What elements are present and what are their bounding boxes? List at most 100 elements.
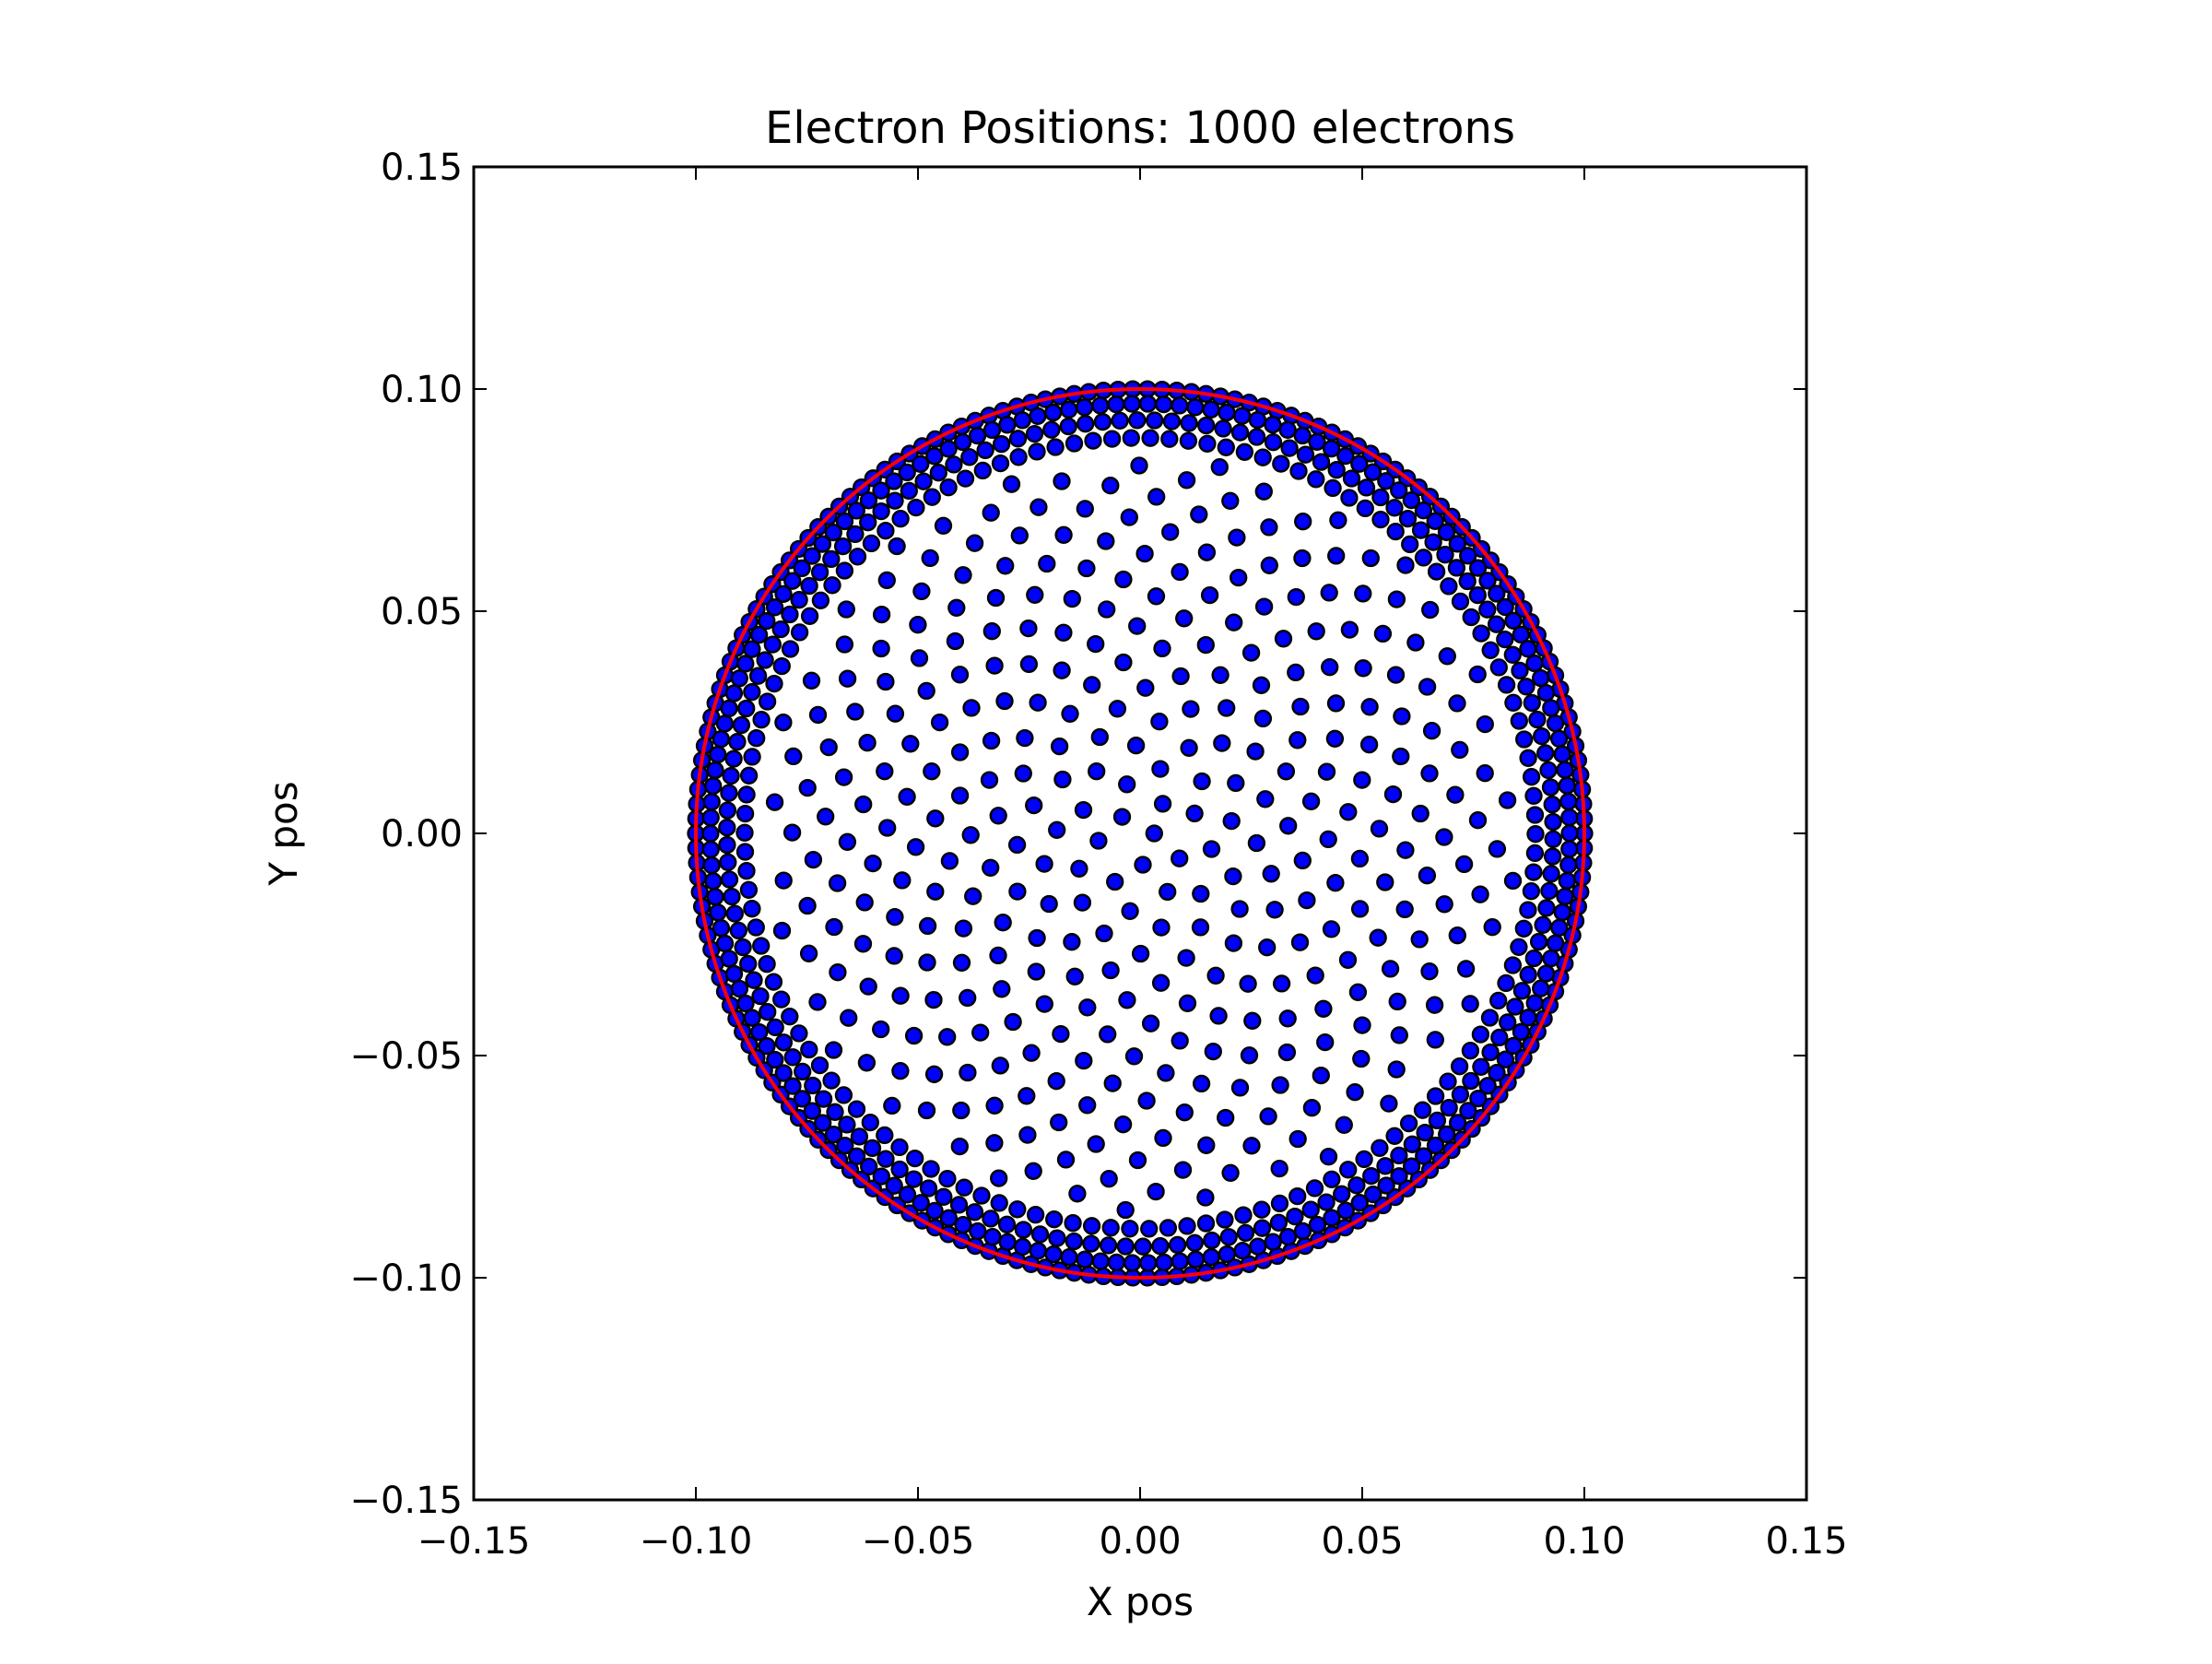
- electron-point: [990, 1169, 1008, 1187]
- electron-point: [1248, 410, 1267, 430]
- electron-point: [1151, 1237, 1170, 1256]
- electron-point: [891, 510, 910, 528]
- electron-point: [1446, 785, 1465, 804]
- electron-point: [1118, 775, 1136, 794]
- electron-point: [1448, 694, 1466, 713]
- electron-point: [824, 1126, 843, 1144]
- electron-point: [985, 1134, 1004, 1152]
- electron-point: [825, 917, 843, 937]
- electron-point: [890, 1160, 909, 1179]
- electron-point: [1312, 453, 1331, 471]
- electron-point: [1316, 1033, 1335, 1052]
- electron-point: [1320, 584, 1338, 602]
- electron-point: [1073, 893, 1092, 912]
- electron-point: [1063, 933, 1081, 951]
- electron-point: [772, 656, 791, 676]
- electron-point: [1339, 1161, 1358, 1179]
- electron-point: [846, 702, 865, 721]
- electron-point: [848, 548, 867, 566]
- electron-point: [1192, 884, 1210, 903]
- electron-point: [1038, 554, 1056, 573]
- electron-point: [793, 1090, 812, 1108]
- electron-point: [1514, 919, 1533, 938]
- electron-point: [1350, 900, 1370, 918]
- electron-point: [1478, 572, 1497, 590]
- electron-point: [1123, 395, 1141, 413]
- electron-point: [1157, 1064, 1175, 1082]
- electron-point: [917, 681, 935, 701]
- electron-point: [863, 1139, 882, 1158]
- electron-point: [1437, 523, 1456, 541]
- electron-point: [1046, 438, 1065, 456]
- electron-point: [886, 491, 904, 510]
- electron-point: [906, 838, 925, 856]
- electron-point: [1515, 730, 1534, 749]
- electron-point: [898, 787, 916, 806]
- electron-point: [1224, 934, 1243, 952]
- electron-point: [1461, 995, 1479, 1013]
- electron-point: [765, 674, 783, 693]
- electron-point: [750, 1022, 769, 1042]
- electron-point: [1118, 991, 1136, 1009]
- electron-point: [1087, 634, 1105, 654]
- electron-point: [1139, 1254, 1158, 1272]
- electron-point: [1052, 1024, 1070, 1044]
- electron-point: [925, 1201, 944, 1221]
- electron-point: [1224, 867, 1242, 886]
- electron-point: [1247, 833, 1266, 853]
- electron-point: [1416, 1123, 1434, 1142]
- electron-point: [701, 840, 720, 859]
- electron-point: [1556, 761, 1574, 779]
- electron-point: [922, 1160, 940, 1178]
- electron-point: [1171, 667, 1190, 686]
- electron-point: [1278, 420, 1297, 439]
- electron-point: [838, 1115, 856, 1134]
- electron-point: [835, 512, 854, 531]
- electron-point: [1225, 613, 1243, 631]
- electron-point: [1150, 713, 1169, 731]
- electron-point: [728, 733, 747, 751]
- electron-point: [982, 503, 1000, 522]
- electron-point: [1386, 666, 1406, 684]
- electron-point: [1426, 1031, 1444, 1049]
- electron-point: [953, 432, 972, 452]
- electron-point: [1468, 665, 1487, 684]
- electron-point: [1293, 426, 1312, 445]
- electron-point: [1134, 1237, 1152, 1256]
- electron-point: [949, 1196, 969, 1214]
- electron-point: [1171, 1252, 1189, 1270]
- electron-point: [737, 785, 756, 804]
- electron-point: [968, 426, 987, 445]
- electron-point: [1421, 600, 1440, 620]
- electron-point: [1291, 697, 1310, 716]
- electron-point: [1120, 508, 1138, 526]
- electron-point: [1101, 1219, 1120, 1237]
- electron-point: [990, 1194, 1008, 1212]
- electron-point: [1418, 867, 1437, 885]
- electron-point: [758, 1037, 776, 1056]
- electron-point: [1523, 693, 1541, 713]
- electron-point: [1075, 1051, 1093, 1070]
- electron-point: [1008, 882, 1027, 901]
- electron-point: [1147, 488, 1166, 506]
- electron-point: [985, 1096, 1004, 1115]
- electron-point: [914, 472, 933, 490]
- electron-point: [1314, 999, 1333, 1018]
- electron-point: [1435, 828, 1453, 846]
- electron-point: [783, 1048, 802, 1067]
- electron-point: [1478, 600, 1497, 619]
- electron-point: [1377, 1176, 1395, 1195]
- electron-point: [772, 921, 792, 940]
- electron-point: [1352, 1049, 1371, 1068]
- electron-point: [924, 990, 943, 1009]
- electron-point: [1044, 403, 1063, 422]
- electron-point: [1415, 1147, 1433, 1165]
- x-tick-label: −0.15: [418, 1520, 531, 1563]
- electron-point: [923, 762, 941, 781]
- electron-point: [1040, 894, 1058, 914]
- electron-point: [872, 481, 890, 500]
- electron-point: [1082, 1217, 1101, 1235]
- electron-point: [774, 714, 793, 732]
- chart-title: Electron Positions: 1000 electrons: [765, 102, 1515, 154]
- electron-point: [1053, 472, 1071, 490]
